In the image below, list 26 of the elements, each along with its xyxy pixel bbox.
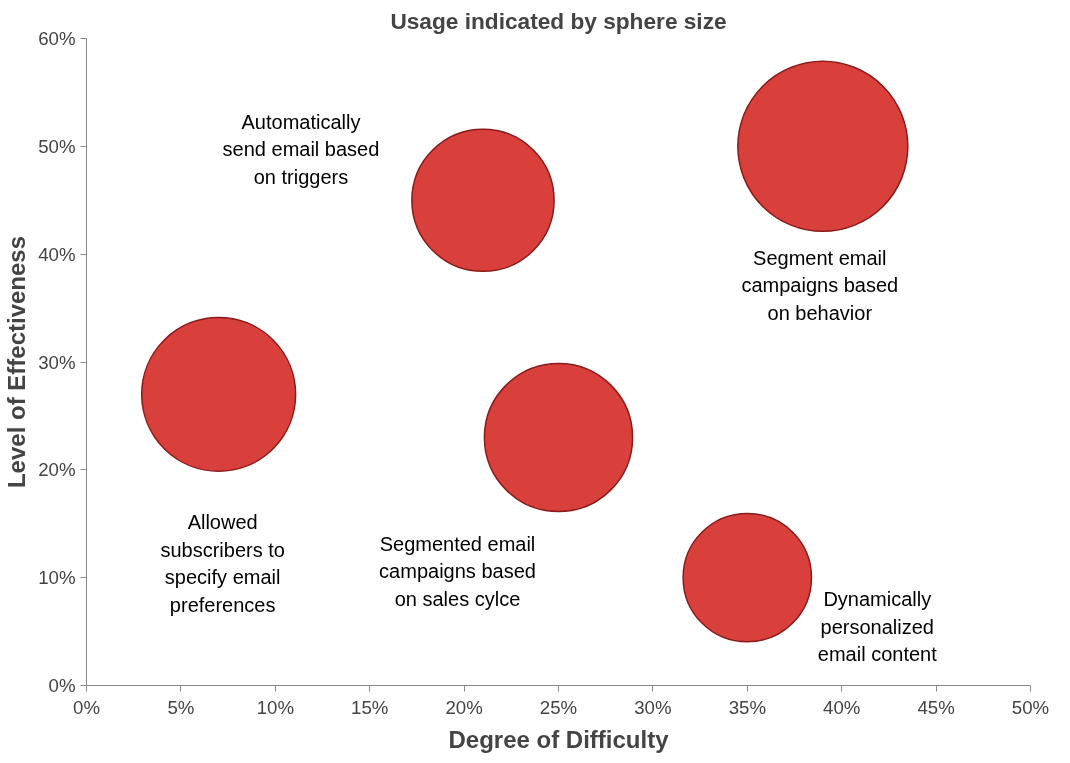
y-tick-label: 10% xyxy=(38,567,76,589)
series-label: Automatically send email based on triggers xyxy=(222,110,380,188)
y-axis-title: Level of Effectiveness xyxy=(3,235,31,489)
x-tick-label: 40% xyxy=(823,696,861,718)
x-tick-label: 45% xyxy=(917,696,955,718)
x-tick-label: 30% xyxy=(634,696,672,718)
y-tick-label: 50% xyxy=(38,135,76,157)
y-tick-label: 0% xyxy=(48,675,76,696)
x-tick-label: 5% xyxy=(167,696,195,718)
series-label: Dynamically personalized email content xyxy=(817,588,938,666)
x-tick-label: 35% xyxy=(728,696,766,718)
y-tick-label: 30% xyxy=(38,351,76,373)
x-tick-label: 20% xyxy=(445,696,483,718)
y-tick-label: 40% xyxy=(38,243,76,265)
x-axis-title: Degree of Difficulty xyxy=(448,725,670,753)
text: Segment email campaigns based on behavior xyxy=(741,246,899,324)
x-tick-label: 10% xyxy=(256,696,294,718)
series-label: Segmented email campaigns based on sales cylce xyxy=(379,532,536,610)
chart-title: Usage indicated by sphere size xyxy=(390,7,727,34)
text: Allowed subscribers to specify email preferences xyxy=(160,511,285,616)
y-tick-label: 60% xyxy=(38,28,76,49)
x-tick-label: 15% xyxy=(351,696,389,718)
x-tick-label: 0% xyxy=(73,696,100,718)
y-tick-label: 20% xyxy=(38,459,76,481)
x-tick-label: 50% xyxy=(1011,696,1050,718)
x-tick-label: 25% xyxy=(539,696,578,718)
